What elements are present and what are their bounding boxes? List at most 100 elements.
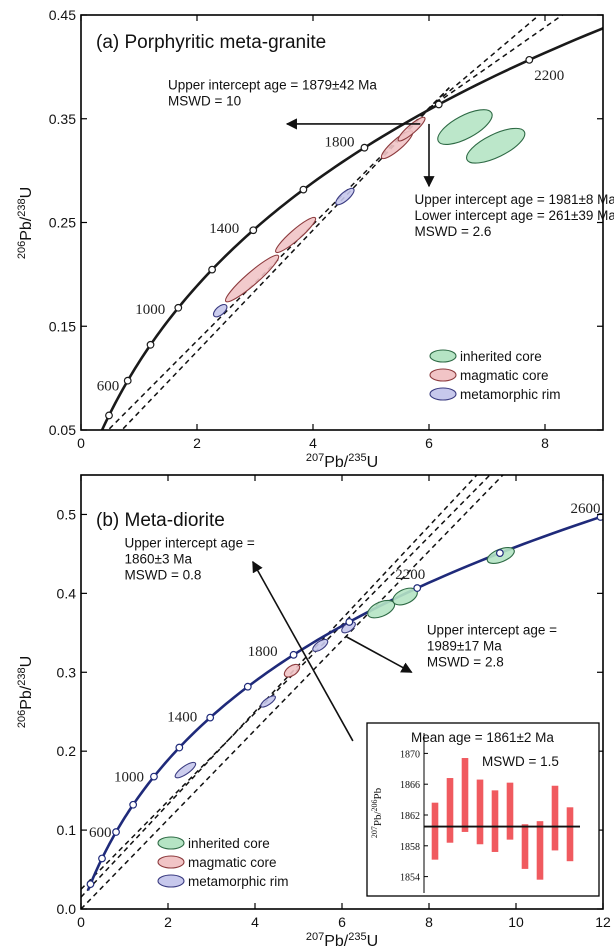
legend-inherited-label: inherited core [460,349,542,364]
intercept-annotation-line: MSWD = 2.8 [427,654,504,669]
concordia-age-marker [86,880,95,889]
x-tick-label: 6 [425,435,433,451]
concordia-age-marker [243,682,252,691]
y-tick-label: 0.0 [57,901,77,917]
annotation-arrow [345,636,413,673]
inset-age-bar [476,779,484,845]
x-tick-label: 0 [77,914,85,930]
concordia-age-label: 600 [97,379,120,395]
concordia-age-label: 1000 [135,302,165,318]
legend-metamorphic-label: metamorphic rim [460,387,561,402]
panel-a-plot: 600 1000 1400 1800 2200 [97,15,603,430]
panel-b-legend: inherited core magmatic core metamorphic r… [157,836,289,889]
intercept-annotation-line: MSWD = 2.6 [415,224,492,239]
concordia-age-label: 1000 [114,770,144,786]
inset-y-tick-label: 1862 [400,811,420,822]
concordia-age-marker [112,828,120,836]
inset-age-bar [491,790,499,852]
x-tick-label: 8 [541,435,549,451]
x-tick-label: 6 [338,914,346,930]
magmatic-ellipse [224,254,280,303]
inset-y-tick-label: 1858 [400,842,420,853]
panel-b-y-axis-label: 206Pb/238U [16,656,35,728]
intercept-annotation: Upper intercept age = 1879±42 Ma MSWD = 1… [168,78,377,109]
intercept-annotation-line: 1989±17 Ma [427,638,502,653]
inset-y-tick-label: 1870 [400,749,420,760]
discordia-line [81,475,478,898]
inset-y-tick-label: 1854 [400,873,420,884]
x-tick-label: 2 [164,914,172,930]
panel-b-title: (b) Meta-diorite [96,510,225,531]
concordia-age-marker [299,185,308,194]
intercept-annotation-line: Upper intercept age = 1981±8 Ma [415,192,614,207]
legend-magmatic-swatch [429,368,457,382]
concordia-age-marker [289,650,298,659]
concordia-age-marker [249,226,258,235]
x-tick-label: 8 [425,914,433,930]
y-tick-label: 0.1 [57,822,77,838]
intercept-annotation-line: Lower intercept age = 261±39 Ma [415,208,614,223]
concordia-age-marker [206,713,215,722]
inset-title: Mean age = 1861±2 Ma [411,730,554,745]
concordia-age-label: 2200 [534,68,564,84]
legend-inherited-swatch [157,836,185,850]
concordia-age-marker [129,800,138,809]
y-tick-label: 0.25 [49,215,76,231]
panel-a-legend: inherited core magmatic core metamorphic r… [429,349,561,402]
concordia-age-marker [123,376,132,385]
inset-age-bar [536,821,544,880]
panel-a-x-axis-label: 207Pb/235U [306,452,378,471]
concordia-age-marker [360,143,369,152]
concordia-age-label: 1800 [324,135,354,151]
discordia-line [81,475,491,890]
concordia-age-marker [434,100,443,109]
inset-age-bar [551,785,559,851]
legend-metamorphic-swatch [157,874,185,888]
inset-weighted-mean: Mean age = 1861±2 Ma MSWD = 1.5 1854 1858… [366,722,600,897]
y-tick-label: 0.4 [57,585,77,601]
x-tick-label: 10 [508,914,524,930]
concordia-age-marker [150,772,158,781]
panel-b-x-axis-label: 207Pb/235U [306,931,378,950]
legend-magmatic-swatch [157,855,185,869]
y-tick-label: 0.5 [57,506,77,522]
concordia-age-label: 1400 [209,221,239,237]
panel-b-annotations: Upper intercept age = 1860±3 Ma MSWD = 0.8… [125,536,557,742]
magmatic-ellipse [283,663,301,678]
inherited-ellipse [466,127,526,164]
x-tick-label: 2 [193,435,201,451]
y-tick-label: 0.2 [57,743,77,759]
inset-age-bar [431,802,439,860]
intercept-annotation: Upper intercept age = 1981±8 Ma Lower int… [415,192,614,239]
inset-y-tick-label: 1866 [400,780,420,791]
panel-a-y-axis-label: 206Pb/238U [16,187,35,259]
concordia-age-label: 1400 [167,710,197,726]
panel-a-title: (a) Porphyritic meta-granite [96,32,326,53]
legend-inherited-swatch [429,349,457,363]
intercept-annotation-line: Upper intercept age = [427,622,557,637]
x-tick-label: 0 [77,435,85,451]
concordia-age-marker [146,340,155,349]
intercept-annotation-line: Upper intercept age = 1879±42 Ma [168,78,377,93]
panel-a-axis-ticks: 0 2 4 6 8 0.05 0.15 0.25 0.35 0.45 [49,7,603,451]
panel-a: 600 1000 1400 1800 2200 0 2 4 6 8 0.05 0.15 0.25 0.3… [16,7,614,471]
metamorphic-ellipse [174,761,197,779]
intercept-annotation-line: Upper intercept age = [125,536,255,551]
panel-b-axis-ticks: 0 2 4 6 8 10 12 0.0 0.1 0.2 0.3 0.4 0.5 [57,475,611,930]
x-tick-label: 4 [251,914,259,930]
concordia-age-label: 2200 [395,567,425,583]
concordia-age-marker [175,743,184,752]
legend-magmatic-label: magmatic core [188,855,277,870]
inset-y-axis-label: 207Pb/206Pb [370,787,384,838]
y-tick-label: 0.45 [49,7,76,23]
legend-magmatic-label: magmatic core [460,368,549,383]
metamorphic-ellipse [212,303,228,318]
concordia-age-label: 600 [89,825,112,841]
intercept-annotation-line: 1860±3 Ma [125,552,193,567]
x-tick-label: 12 [595,914,611,930]
legend-inherited-label: inherited core [188,836,270,851]
y-tick-label: 0.05 [49,422,76,438]
legend-metamorphic-label: metamorphic rim [188,874,289,889]
